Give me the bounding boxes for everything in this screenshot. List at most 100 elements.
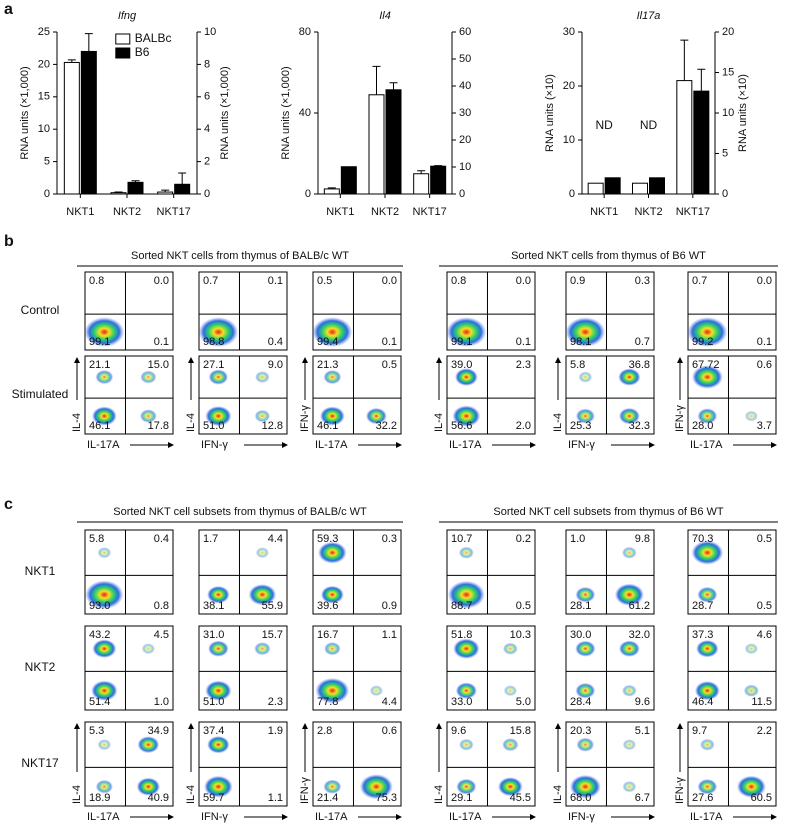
row-label: NKT1	[25, 564, 56, 578]
quadrant-percent: 51.0	[203, 420, 224, 432]
cell-cluster	[359, 774, 393, 800]
cell-cluster	[207, 735, 230, 754]
chart-title: Ifng	[118, 10, 137, 22]
row-label: Control	[21, 303, 60, 317]
y-axis-label: IL-4	[433, 413, 445, 432]
cell-cluster	[136, 777, 161, 796]
x-tick-label: NKT1	[326, 206, 354, 218]
cell-cluster	[614, 583, 644, 606]
quadrant-percent: 6.7	[635, 792, 650, 804]
quadrant-percent: 11.5	[751, 696, 772, 708]
quadrant-percent: 0.4	[154, 533, 169, 545]
panel-label: a	[4, 1, 13, 18]
quadrant-percent: 88.7	[451, 600, 472, 612]
quadrant-percent: 17.8	[148, 420, 169, 432]
quadrant-percent: 1.9	[268, 725, 283, 737]
cell-cluster	[95, 369, 114, 385]
cell-cluster	[736, 775, 766, 798]
quadrant-percent: 15.7	[262, 629, 283, 641]
y2-tick-label: 2	[204, 156, 210, 168]
y2-tick-label: 10	[459, 161, 471, 173]
quadrant-percent: 32.3	[629, 420, 650, 432]
cell-cluster	[456, 778, 477, 795]
quadrant-percent: 28.7	[692, 600, 713, 612]
quadrant-percent: 98.8	[203, 336, 224, 348]
x-axis-label: IL-17A	[87, 811, 120, 823]
quadrant-percent: 15.8	[510, 725, 531, 737]
cell-cluster	[323, 369, 342, 385]
bar	[430, 165, 447, 195]
y-tick-label: 25	[38, 26, 50, 38]
quadrant-percent: 43.2	[89, 629, 110, 641]
cell-cluster	[208, 369, 229, 385]
legend-swatch	[115, 33, 131, 45]
y-tick-label: 5	[44, 156, 50, 168]
y-tick-label: 0	[569, 188, 575, 200]
x-axis-label: IFN-γ	[201, 439, 228, 451]
error-bar	[67, 59, 76, 63]
quadrant-percent: 0.9	[382, 600, 397, 612]
cell-cluster	[502, 738, 519, 752]
cell-cluster	[446, 317, 487, 347]
y-tick-label: 10	[38, 123, 50, 135]
x-axis-label: IL-17A	[690, 439, 723, 451]
quadrant-percent: 0.1	[268, 275, 283, 287]
bar	[340, 166, 357, 195]
cell-cluster	[622, 781, 637, 793]
quadrant-percent: 20.3	[570, 725, 591, 737]
bar	[676, 80, 693, 195]
cell-cluster	[576, 737, 595, 752]
quadrant-percent: 1.0	[154, 696, 169, 708]
cell-cluster	[455, 682, 477, 699]
x-tick-label: NKT2	[113, 206, 141, 218]
y-axis-label: IL-4	[71, 785, 83, 804]
quadrant-percent: 61.2	[629, 600, 650, 612]
quadrant-percent: 0.1	[757, 336, 772, 348]
quadrant-percent: 32.2	[376, 420, 397, 432]
quadrant-percent: 99.1	[451, 336, 472, 348]
x-axis-label: IFN-γ	[568, 439, 595, 451]
group-title: Sorted NKT cell subsets from thymus of B…	[493, 506, 724, 518]
cell-cluster	[141, 643, 155, 655]
quadrant-percent: 1.0	[570, 533, 585, 545]
y-tick-label: 0	[44, 188, 50, 200]
cell-cluster	[743, 684, 759, 697]
quadrant-percent: 0.7	[692, 275, 707, 287]
quadrant-percent: 0.1	[154, 336, 169, 348]
y-tick-label: 30	[563, 26, 575, 38]
quadrant-percent: 12.8	[262, 420, 283, 432]
cell-cluster	[207, 585, 230, 604]
cell-cluster	[575, 640, 596, 657]
quadrant-percent: 28.0	[692, 420, 713, 432]
error-bar	[417, 170, 426, 174]
quadrant-percent: 37.3	[692, 629, 713, 641]
cell-cluster	[575, 408, 595, 424]
quadrant-percent: 67.72	[692, 359, 720, 371]
cell-cluster	[569, 774, 601, 799]
cell-cluster	[255, 547, 269, 559]
chart-title: Il4	[379, 10, 391, 22]
y-tick-label: 15	[38, 91, 50, 103]
error-bar	[114, 191, 123, 193]
bar	[80, 50, 97, 195]
cell-cluster	[697, 778, 718, 795]
y2-tick-label: 10	[204, 26, 216, 38]
y-axis-label: IL-4	[71, 413, 83, 432]
quadrant-percent: 39.0	[451, 359, 472, 371]
quadrant-percent: 33.0	[451, 696, 472, 708]
quadrant-percent: 45.5	[510, 792, 531, 804]
error-bar	[680, 39, 689, 81]
quadrant-percent: 46.1	[317, 420, 338, 432]
quadrant-percent: 0.6	[757, 359, 772, 371]
cell-cluster	[84, 317, 125, 347]
row-label: NKT17	[21, 756, 59, 770]
cell-cluster	[744, 643, 759, 655]
quadrant-percent: 9.6	[635, 696, 650, 708]
error-bar	[327, 187, 336, 189]
quadrant-percent: 40.9	[148, 792, 169, 804]
quadrant-percent: 10.7	[451, 533, 472, 545]
y-axis-label: IFN-γ	[299, 777, 311, 804]
x-tick-label: NKT1	[66, 206, 94, 218]
quadrant-percent: 0.6	[382, 725, 397, 737]
y2-tick-label: 20	[722, 26, 734, 38]
